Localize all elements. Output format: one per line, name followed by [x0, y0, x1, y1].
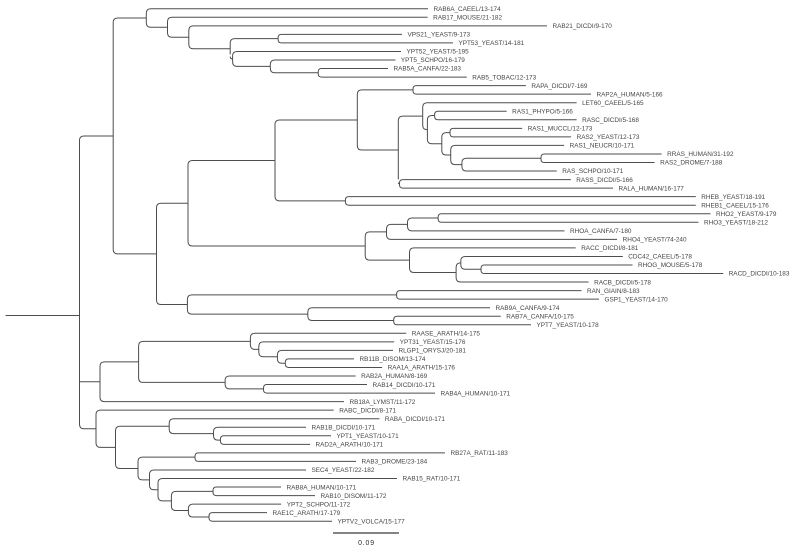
svg-text:RASC_DICDI/5-168: RASC_DICDI/5-168	[582, 117, 639, 124]
svg-text:YPTV2_VOLCA/15-177: YPTV2_VOLCA/15-177	[338, 518, 406, 525]
svg-text:YPT1_YEAST/10-171: YPT1_YEAST/10-171	[337, 433, 400, 440]
svg-text:RAB14_DICDI/10-171: RAB14_DICDI/10-171	[373, 382, 436, 389]
svg-text:CDC42_CAEEL/5-178: CDC42_CAEEL/5-178	[628, 254, 692, 261]
svg-text:YPT7_YEAST/10-178: YPT7_YEAST/10-178	[537, 322, 600, 329]
svg-text:RAS_SCHPO/10-171: RAS_SCHPO/10-171	[562, 168, 624, 175]
svg-text:RAN_GIAIN/8-183: RAN_GIAIN/8-183	[587, 288, 640, 295]
svg-text:YPT31_YEAST/15-176: YPT31_YEAST/15-176	[400, 339, 466, 346]
svg-text:RAB15_RAT/10-171: RAB15_RAT/10-171	[403, 476, 461, 483]
svg-text:RRAS_HUMAN/31-192: RRAS_HUMAN/31-192	[667, 151, 734, 158]
svg-text:RAD2A_ARATH/10-171: RAD2A_ARATH/10-171	[316, 442, 384, 449]
svg-text:RACB_DICDI/5-178: RACB_DICDI/5-178	[594, 279, 651, 286]
svg-text:RAB4A_HUMAN/10-171: RAB4A_HUMAN/10-171	[441, 390, 511, 397]
svg-text:RB11B_DISOM/13-174: RB11B_DISOM/13-174	[360, 356, 426, 363]
svg-text:RAB7A_CANFA/10-175: RAB7A_CANFA/10-175	[506, 313, 574, 320]
svg-text:LET60_CAEEL/5-165: LET60_CAEEL/5-165	[582, 100, 644, 107]
svg-text:RASS_DICDI/5-166: RASS_DICDI/5-166	[576, 177, 633, 184]
svg-text:VPS21_YEAST/9-173: VPS21_YEAST/9-173	[408, 32, 471, 39]
svg-text:RACC_DICDI/8-181: RACC_DICDI/8-181	[581, 245, 639, 252]
svg-text:YPT5_SCHPO/16-179: YPT5_SCHPO/16-179	[401, 57, 465, 64]
svg-text:RAP2A_HUMAN/5-166: RAP2A_HUMAN/5-166	[597, 91, 664, 98]
svg-text:RAB5A_CANFA/22-183: RAB5A_CANFA/22-183	[394, 66, 462, 73]
svg-text:RACD_DICDI/10-183: RACD_DICDI/10-183	[729, 271, 790, 278]
svg-text:YPT53_YEAST/14-181: YPT53_YEAST/14-181	[459, 40, 525, 47]
svg-text:SEC4_YEAST/22-182: SEC4_YEAST/22-182	[312, 467, 375, 474]
svg-text:RLGP1_ORYSJ/20-181: RLGP1_ORYSJ/20-181	[399, 348, 467, 355]
svg-text:RHOA_CANFA/7-180: RHOA_CANFA/7-180	[570, 228, 632, 235]
svg-text:RAB17_MOUSE/21-182: RAB17_MOUSE/21-182	[433, 14, 502, 21]
svg-text:RHO2_YEAST/9-179: RHO2_YEAST/9-179	[716, 211, 777, 218]
svg-text:RHEB_YEAST/18-191: RHEB_YEAST/18-191	[701, 194, 765, 201]
svg-text:RHEB1_CAEEL/15-176: RHEB1_CAEEL/15-176	[701, 202, 769, 209]
svg-text:RAB5_TOBAC/12-173: RAB5_TOBAC/12-173	[472, 74, 536, 81]
svg-text:RAB10_DISOM/11-172: RAB10_DISOM/11-172	[321, 493, 387, 500]
svg-text:YPT2_SCHPO/11-172: YPT2_SCHPO/11-172	[287, 501, 351, 508]
svg-text:RAB21_DICDI/9-170: RAB21_DICDI/9-170	[553, 23, 613, 30]
svg-text:RABA_DICDI/10-171: RABA_DICDI/10-171	[385, 416, 445, 423]
svg-text:RB18A_LYMST/11-172: RB18A_LYMST/11-172	[350, 399, 416, 406]
svg-text:RALA_HUMAN/16-177: RALA_HUMAN/16-177	[619, 185, 685, 192]
svg-text:YPT52_YEAST/5-195: YPT52_YEAST/5-195	[407, 49, 470, 56]
svg-text:RHO4_YEAST/74-240: RHO4_YEAST/74-240	[623, 237, 687, 244]
svg-text:RAB8A_HUMAN/10-171: RAB8A_HUMAN/10-171	[287, 484, 357, 491]
svg-text:RAASE_ARATH/14-175: RAASE_ARATH/14-175	[412, 331, 481, 338]
svg-text:RAA1A_ARATH/15-176: RAA1A_ARATH/15-176	[388, 365, 456, 372]
svg-text:GSP1_YEAST/14-170: GSP1_YEAST/14-170	[605, 296, 669, 303]
svg-text:RAB6A_CAEEL/13-174: RAB6A_CAEEL/13-174	[434, 6, 502, 13]
svg-text:RB27A_RAT/11-183: RB27A_RAT/11-183	[451, 450, 509, 457]
svg-text:RHO3_YEAST/18-212: RHO3_YEAST/18-212	[704, 219, 768, 226]
svg-text:RAS1_PHYPO/5-166: RAS1_PHYPO/5-166	[512, 108, 573, 115]
svg-text:RAS2_YEAST/12-173: RAS2_YEAST/12-173	[577, 134, 640, 141]
svg-text:RHOG_MOUSE/5-178: RHOG_MOUSE/5-178	[638, 262, 703, 269]
svg-text:RAS1_MUCCL/12-173: RAS1_MUCCL/12-173	[528, 126, 593, 133]
svg-text:RABC_DICDI/8-171: RABC_DICDI/8-171	[339, 407, 396, 414]
svg-text:RAPA_DICDI/7-169: RAPA_DICDI/7-169	[531, 83, 587, 90]
svg-text:RAS2_DROME/7-188: RAS2_DROME/7-188	[660, 160, 723, 167]
svg-text:RAB1B_DICDI/10-171: RAB1B_DICDI/10-171	[312, 424, 376, 431]
svg-text:RAB2A_HUMAN/8-169: RAB2A_HUMAN/8-169	[361, 373, 428, 380]
svg-text:RAB9A_CANFA/9-174: RAB9A_CANFA/9-174	[496, 305, 560, 312]
svg-text:RAS1_NEUCR/10-171: RAS1_NEUCR/10-171	[570, 143, 635, 150]
svg-text:RAB3_DROME/23-184: RAB3_DROME/23-184	[362, 459, 428, 466]
svg-text:0.09: 0.09	[358, 540, 375, 547]
svg-text:RAE1C_ARATH/17-179: RAE1C_ARATH/17-179	[273, 510, 341, 517]
